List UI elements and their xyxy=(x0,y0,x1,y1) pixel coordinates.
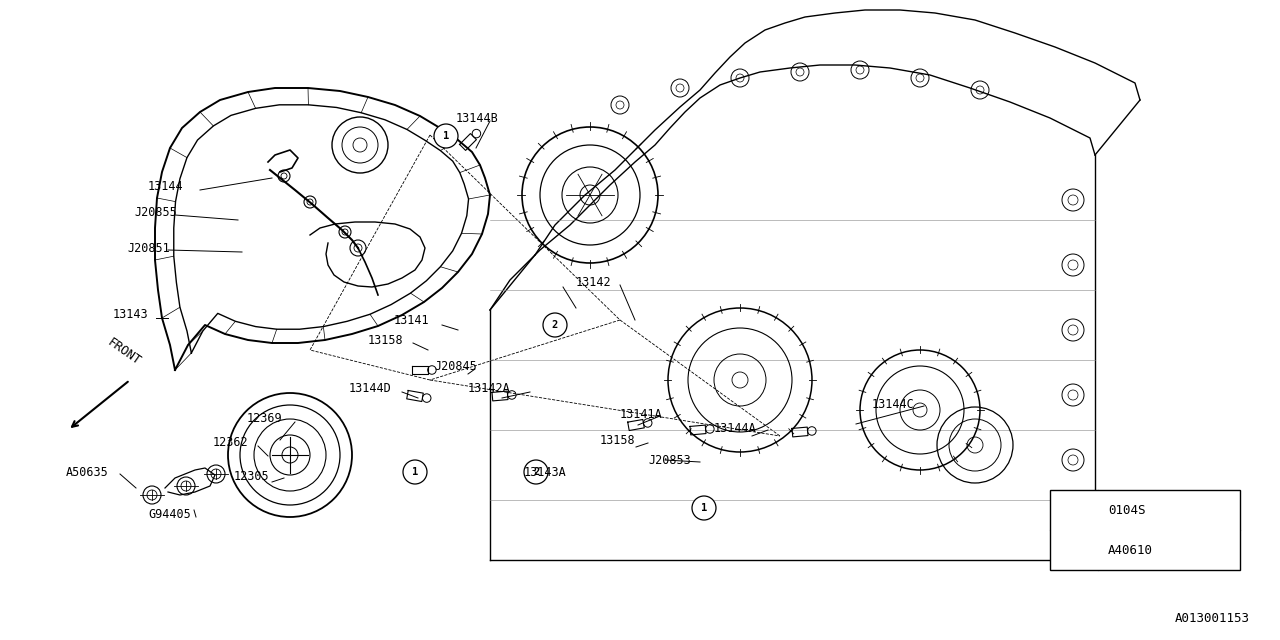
Circle shape xyxy=(543,313,567,337)
Text: 13142: 13142 xyxy=(576,275,612,289)
Circle shape xyxy=(524,460,548,484)
Text: A40610: A40610 xyxy=(1108,543,1153,557)
Text: A50635: A50635 xyxy=(67,465,109,479)
Text: 13141: 13141 xyxy=(394,314,430,328)
Circle shape xyxy=(1061,497,1087,523)
Text: 13158: 13158 xyxy=(600,433,636,447)
Text: 13142A: 13142A xyxy=(468,383,511,396)
Text: 2: 2 xyxy=(552,320,558,330)
Text: 12369: 12369 xyxy=(247,413,283,426)
Text: 1: 1 xyxy=(701,503,707,513)
Text: 13143: 13143 xyxy=(113,308,148,321)
Text: 0104S: 0104S xyxy=(1108,504,1146,516)
Text: 13144A: 13144A xyxy=(714,422,756,435)
Circle shape xyxy=(1061,537,1087,563)
Text: 1: 1 xyxy=(443,131,449,141)
Text: 1: 1 xyxy=(412,467,419,477)
Text: 13141A: 13141A xyxy=(620,408,663,420)
Text: 13144B: 13144B xyxy=(456,111,499,125)
Bar xyxy=(1050,490,1240,570)
Text: 2: 2 xyxy=(1070,505,1078,515)
Text: FRONT: FRONT xyxy=(105,336,143,368)
Text: 13143A: 13143A xyxy=(524,465,567,479)
Text: 2: 2 xyxy=(532,467,539,477)
Text: A013001153: A013001153 xyxy=(1175,612,1251,625)
Text: G94405: G94405 xyxy=(148,509,191,522)
Text: 13144: 13144 xyxy=(148,179,183,193)
Circle shape xyxy=(692,496,716,520)
Text: J20853: J20853 xyxy=(648,454,691,467)
Text: 13144C: 13144C xyxy=(872,397,915,410)
Text: J20851: J20851 xyxy=(127,241,170,255)
Text: 12362: 12362 xyxy=(212,436,248,449)
Text: 13144D: 13144D xyxy=(349,383,392,396)
Circle shape xyxy=(403,460,428,484)
Text: 13158: 13158 xyxy=(369,333,403,346)
Text: 12305: 12305 xyxy=(234,470,270,483)
Circle shape xyxy=(434,124,458,148)
Text: 1: 1 xyxy=(1070,545,1078,555)
Text: J20845: J20845 xyxy=(434,360,476,372)
Text: J20855: J20855 xyxy=(134,207,177,220)
